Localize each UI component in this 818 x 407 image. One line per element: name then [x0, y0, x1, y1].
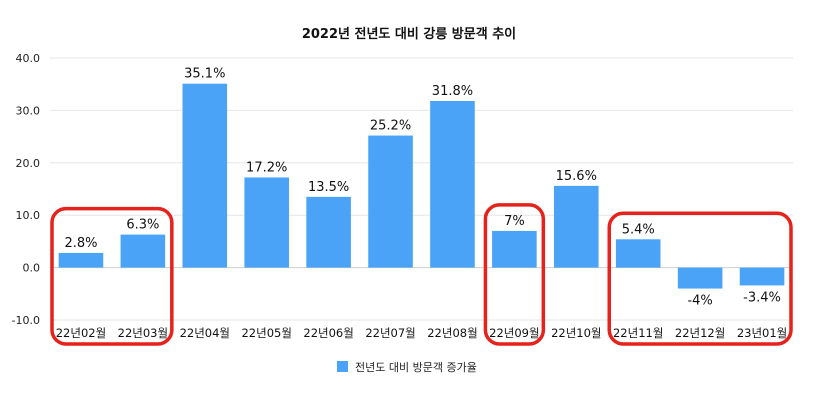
bar — [430, 100, 475, 268]
x-tick-label: 22년09월 — [489, 326, 539, 340]
y-tick-label: 0.0 — [23, 262, 41, 275]
x-tick-label: 22년10월 — [551, 326, 601, 340]
gridlines — [50, 57, 793, 321]
bar — [368, 135, 413, 268]
data-label: 25.2% — [370, 119, 411, 134]
bar — [739, 267, 785, 286]
bar — [615, 239, 661, 268]
bars — [58, 83, 785, 289]
data-label: -3.4% — [743, 290, 781, 305]
y-tick-label: -10.0 — [12, 314, 40, 327]
bar — [182, 83, 228, 268]
bar — [120, 234, 166, 268]
data-label: 31.8% — [432, 84, 473, 99]
x-tick-label: 22년07월 — [365, 326, 415, 340]
x-tick-label: 22년12월 — [675, 326, 725, 340]
x-tick-label: 22년06월 — [303, 326, 353, 340]
y-tick-label: 10.0 — [16, 209, 41, 222]
data-label: 7% — [504, 214, 525, 229]
data-label: 35.1% — [184, 67, 225, 82]
x-tick-label: 22년05월 — [241, 326, 291, 340]
bar — [554, 185, 599, 268]
y-tick-label: 40.0 — [16, 52, 41, 65]
x-tick-label: 22년04월 — [180, 326, 230, 340]
x-tick-label: 22년11월 — [613, 326, 663, 340]
highlight-boxes — [50, 203, 793, 346]
x-tick-label: 22년03월 — [118, 326, 168, 340]
x-tick-label: 22년02월 — [56, 326, 106, 340]
bar — [306, 196, 351, 268]
legend-swatch — [337, 361, 348, 372]
highlight-box — [607, 211, 793, 346]
x-axis-ticks: 22년02월 22년03월 22년04월 22년05월 22년06월 22년07월 22년0… — [56, 326, 788, 340]
data-labels: 2.8% 6.3% 35.1% 17.2% 13.5% 25.2% 31.8% 7% 15.6%… — [64, 67, 780, 309]
data-label: 13.5% — [308, 180, 349, 195]
y-tick-label: 20.0 — [16, 157, 41, 170]
y-tick-label: 30.0 — [16, 104, 41, 117]
x-tick-label: 23년01월 — [737, 326, 787, 340]
y-axis-ticks: -10.0 0.0 10.0 20.0 30.0 40.0 — [12, 52, 40, 327]
x-tick-label: 22년08월 — [427, 326, 477, 340]
highlight-box — [50, 206, 174, 346]
bar — [244, 177, 289, 268]
data-label: 5.4% — [622, 222, 655, 237]
legend: 전년도 대비 방문객 증가율 — [337, 361, 477, 374]
data-label: 17.2% — [246, 160, 287, 175]
bar — [492, 230, 537, 268]
bar — [677, 267, 723, 289]
data-label: -4% — [687, 294, 712, 309]
legend-label: 전년도 대비 방문객 증가율 — [355, 361, 477, 374]
chart-title: 2022년 전년도 대비 강릉 방문객 추이 — [302, 26, 516, 42]
data-label: 2.8% — [64, 236, 97, 251]
data-label: 15.6% — [556, 169, 597, 184]
data-label: 6.3% — [126, 218, 159, 233]
bar — [58, 252, 104, 268]
highlight-box — [483, 203, 546, 346]
